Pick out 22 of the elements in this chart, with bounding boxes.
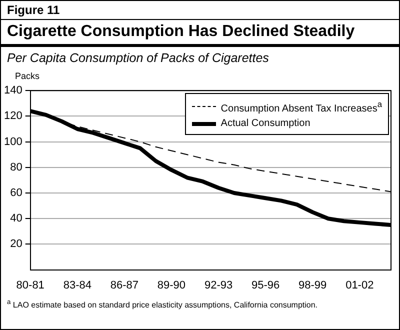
x-tick-label: 92-93	[204, 279, 233, 292]
x-tick-label: 98-99	[298, 279, 327, 292]
y-tick-label: 60	[10, 187, 22, 200]
x-tick-label: 80-81	[16, 279, 44, 292]
y-tick-label: 140	[4, 84, 22, 97]
x-tick-label: 86-87	[110, 279, 139, 292]
y-tick-label: 120	[4, 110, 22, 122]
chart-subtitle: Per Capita Consumption of Packs of Cigarettes	[6, 50, 270, 65]
x-tick-label: 01-02	[346, 279, 374, 292]
y-tick-label: 20	[10, 238, 22, 250]
caption: Figure 11	[1, 1, 399, 20]
x-tick-label: 89-90	[157, 279, 186, 292]
x-tick-label: 95-96	[251, 279, 280, 292]
legend-label: Actual Consumption	[220, 117, 310, 132]
text: $^{a}$ LAO estimate based on standard price elasticity assumptions, California consumption.	[6, 298, 319, 310]
y-axis-title: Packs	[14, 70, 41, 81]
y-tick-label: 80	[10, 161, 22, 174]
y-tick-label: 40	[10, 212, 22, 225]
legend-label: Consumption Absent Tax Increases$^{a}$	[220, 98, 382, 116]
x-tick-label: 83-84	[63, 279, 92, 292]
y-tick-label: 100	[4, 136, 22, 148]
chart-title: Cigarette Consumption Has Declined Steadily	[1, 20, 399, 47]
